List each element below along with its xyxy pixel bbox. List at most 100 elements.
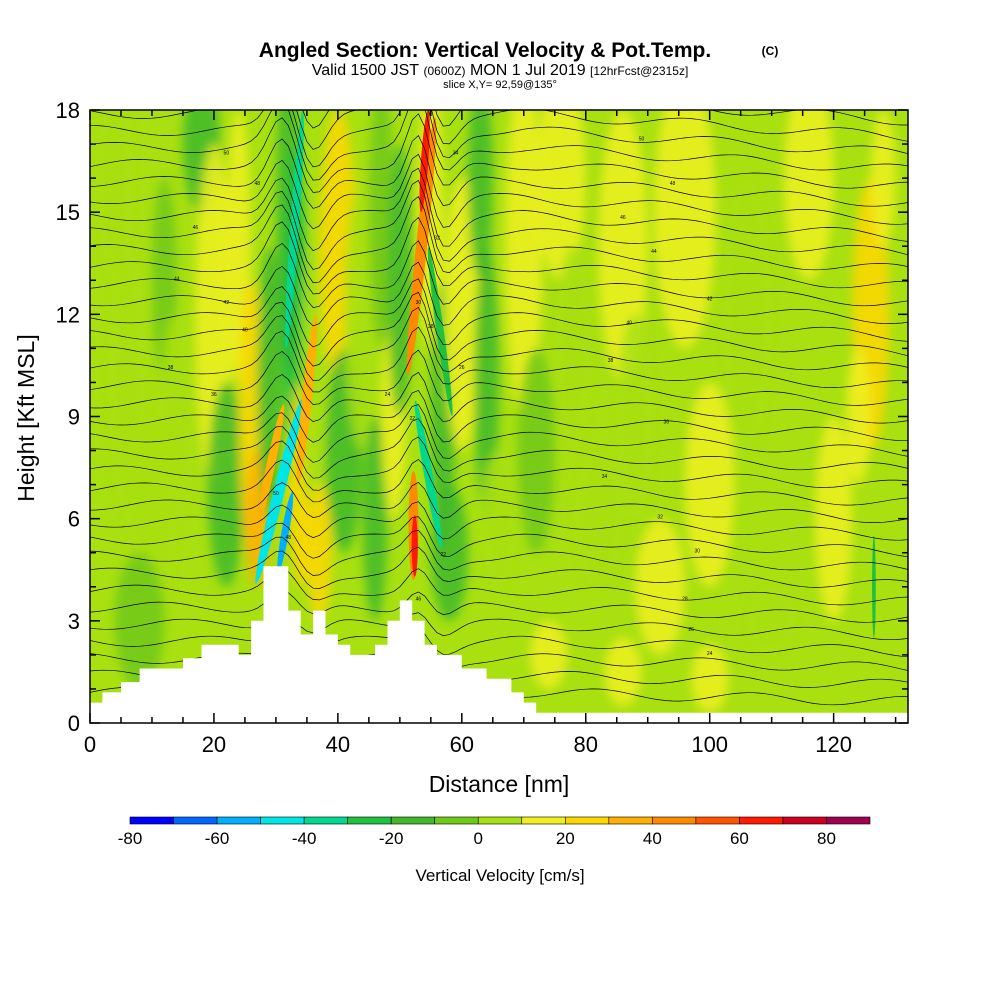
velocity-core xyxy=(411,515,418,577)
velocity-feature xyxy=(846,348,871,485)
isentrope xyxy=(90,481,908,523)
velocity-feature xyxy=(517,348,555,553)
slice-label: slice X,Y= 92,59@135° xyxy=(443,79,557,91)
isentrope xyxy=(90,278,908,348)
isentrope xyxy=(90,135,908,209)
colorbar-tick-label: -40 xyxy=(292,829,317,848)
contour-label: 26 xyxy=(459,365,465,371)
contour-label: 38 xyxy=(168,365,174,371)
isentrope xyxy=(90,371,908,424)
velocity-feature xyxy=(96,110,134,281)
isentrope xyxy=(90,110,908,168)
velocity-core xyxy=(427,247,453,416)
isentrope xyxy=(90,612,908,641)
velocity-core xyxy=(285,110,304,349)
colorbar-swatch xyxy=(521,816,566,825)
x-tick-label: 100 xyxy=(691,732,728,757)
velocity-core xyxy=(255,398,303,584)
velocity-feature xyxy=(362,416,388,621)
x-tick-label: 20 xyxy=(202,732,226,757)
velocity-feature xyxy=(616,314,654,519)
contour-label: 50 xyxy=(273,491,279,497)
colorbar-swatch xyxy=(695,816,740,825)
velocity-feature xyxy=(684,382,735,587)
contour-label: 50 xyxy=(639,137,645,143)
velocity-feature xyxy=(468,110,493,281)
colorbar-swatch xyxy=(347,816,392,825)
isentrope xyxy=(90,516,908,559)
y-tick-labels: 0 3 6 9 12 15 18 xyxy=(56,98,80,736)
colorbar-tick-label: 20 xyxy=(556,829,575,848)
contour-label: 48 xyxy=(255,181,261,187)
colorbar-tick-label: -20 xyxy=(379,829,404,848)
contour-label: 44 xyxy=(174,276,180,282)
velocity-core xyxy=(872,535,876,638)
colorbar-swatch xyxy=(826,816,871,825)
colorbar-swatch xyxy=(739,816,784,825)
x-tick-label: 80 xyxy=(574,732,598,757)
chart-title: Angled Section: Vertical Velocity & Pot.… xyxy=(259,39,711,62)
isentrope xyxy=(90,307,908,381)
y-tick-label: 18 xyxy=(56,98,80,123)
colorbar-swatch xyxy=(608,816,653,825)
velocity-feature xyxy=(573,450,623,587)
isentrope xyxy=(90,568,908,606)
colorbar-tick-label: 60 xyxy=(730,829,749,848)
colorbar-tick-label: 80 xyxy=(817,829,836,848)
terrain-mask xyxy=(90,566,908,723)
x-tick-label: 0 xyxy=(84,732,96,757)
contour-label: 32 xyxy=(657,515,663,521)
contour-label: 26 xyxy=(688,627,694,633)
velocity-feature xyxy=(815,416,853,621)
contour-label: 34 xyxy=(453,150,459,156)
isentrope xyxy=(90,628,908,658)
isentrope xyxy=(90,113,908,193)
contour-label: 46 xyxy=(193,225,199,231)
velocity-feature xyxy=(480,450,518,587)
colorbar-tick-label: -60 xyxy=(205,829,230,848)
isentrope xyxy=(90,418,908,479)
isentrope xyxy=(90,179,908,270)
isentrope xyxy=(90,501,908,541)
contour-label: 40 xyxy=(626,321,632,327)
colorbar-tick-label: -80 xyxy=(118,829,143,848)
velocity-feature xyxy=(387,144,413,417)
isentrope xyxy=(90,110,908,150)
contour-label: 38 xyxy=(608,358,614,364)
colorbar-tick-label: 0 xyxy=(474,829,483,848)
contour-label: 36 xyxy=(211,392,217,398)
isentrope xyxy=(90,326,908,393)
x-tick-labels: 0 20 40 60 80 100 120 xyxy=(84,732,852,757)
velocity-feature xyxy=(536,110,586,281)
title-c-tag: (C) xyxy=(762,44,779,58)
colorbar-swatch xyxy=(216,816,261,825)
y-tick-label: 9 xyxy=(68,405,80,430)
isentrope xyxy=(90,110,908,181)
velocity-feature xyxy=(784,110,834,281)
isentrope xyxy=(90,546,908,589)
contour-labels: 50 48 46 44 42 40 38 36 34 32 30 28 26 24 22 50 48 46 44 42… xyxy=(168,137,713,657)
chart-subtitle: Valid 1500 JST (0600Z) MON 1 Jul 2019 [1… xyxy=(312,62,689,79)
contour-label: 34 xyxy=(602,474,608,480)
y-axis-label: Height [Kft MSL] xyxy=(13,334,39,501)
velocity-feature xyxy=(604,637,642,706)
velocity-feature xyxy=(306,484,332,621)
isentrope xyxy=(90,167,908,252)
contour-label: 30 xyxy=(695,549,701,555)
colorbar-swatch xyxy=(390,816,436,825)
colorbar-swatch xyxy=(303,816,348,825)
y-tick-label: 3 xyxy=(68,609,80,634)
velocity-core xyxy=(277,492,294,573)
contour-label: 22 xyxy=(440,552,446,558)
y-tick-label: 15 xyxy=(56,200,80,225)
velocity-feature xyxy=(746,586,797,655)
velocity-feature xyxy=(207,382,245,587)
plot-area: 50 48 46 44 42 40 38 36 34 32 30 28 26 24 22 50 48 46 44 42… xyxy=(90,110,908,723)
contour-label: 22 xyxy=(409,416,415,422)
x-tick-label: 40 xyxy=(326,732,350,757)
x-tick-label: 60 xyxy=(450,732,474,757)
y-tick-label: 0 xyxy=(68,711,80,736)
contour-label: 46 xyxy=(620,215,626,221)
velocity-feature xyxy=(722,178,772,451)
